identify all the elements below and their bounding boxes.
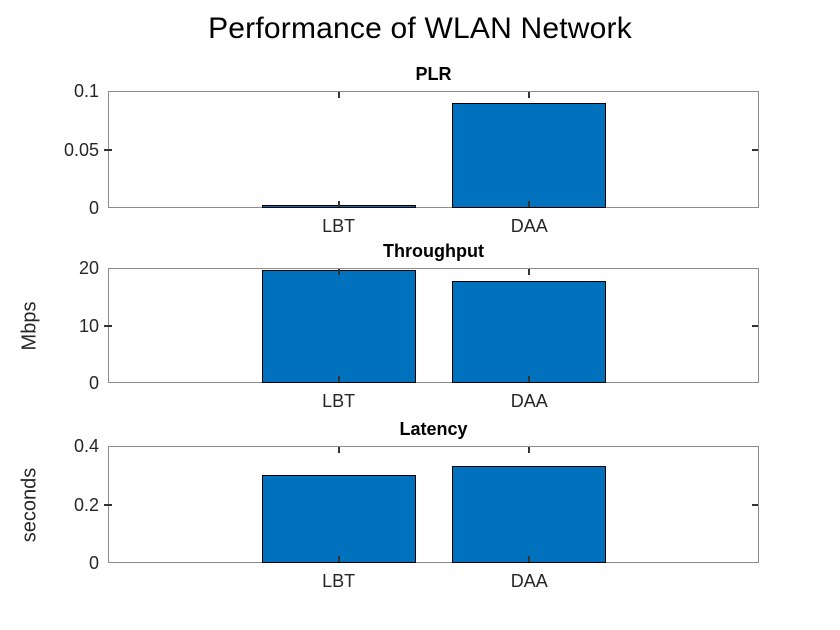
bar-lbt xyxy=(261,269,416,383)
x-tick-mark xyxy=(528,376,531,382)
plot-box-latency xyxy=(108,446,759,563)
x-tick-mark xyxy=(337,556,340,562)
y-tick-label: 0.2 xyxy=(73,494,99,515)
x-tick-mark xyxy=(528,447,531,453)
x-tick-mark xyxy=(337,376,340,382)
x-tick-mark xyxy=(337,269,340,275)
x-tick-label-daa: DAA xyxy=(510,571,548,591)
y-tick-mark xyxy=(752,324,758,327)
y-tick-label: 0 xyxy=(88,553,99,573)
bar-daa xyxy=(452,280,607,383)
x-tick-label-lbt: LBT xyxy=(322,571,356,591)
x-tick-label-lbt: LBT xyxy=(322,216,356,236)
bar-daa xyxy=(452,102,607,208)
y-tick-label: 10 xyxy=(78,315,99,336)
x-tick-label-daa: DAA xyxy=(510,216,548,236)
bar-daa xyxy=(452,466,607,563)
figure-title: Performance of WLAN Network xyxy=(208,12,632,45)
y-axis-label-latency: seconds xyxy=(18,467,41,542)
x-tick-mark xyxy=(337,201,340,207)
subplot-title-latency: Latency xyxy=(399,419,468,439)
y-tick-label: 0 xyxy=(88,373,99,393)
x-tick-mark xyxy=(337,447,340,453)
plot-box-plr xyxy=(108,91,759,208)
plot-box-throughput xyxy=(108,268,759,383)
y-tick-mark xyxy=(104,324,112,327)
y-tick-label: 0.05 xyxy=(63,139,99,160)
x-tick-mark xyxy=(528,201,531,207)
y-tick-label: 20 xyxy=(78,258,99,278)
y-axis-label-throughput: Mbps xyxy=(18,301,41,350)
subplot-title-throughput: Throughput xyxy=(383,241,484,261)
y-tick-mark xyxy=(104,503,112,506)
y-tick-label: 0 xyxy=(88,198,99,218)
x-tick-mark xyxy=(528,92,531,98)
y-tick-label: 0.1 xyxy=(73,81,99,101)
y-tick-mark xyxy=(752,503,758,506)
y-tick-mark xyxy=(752,148,758,151)
x-tick-label-daa: DAA xyxy=(510,391,548,411)
x-tick-mark xyxy=(528,269,531,275)
y-tick-mark xyxy=(104,148,112,151)
bar-lbt xyxy=(261,475,416,563)
y-tick-label: 0.4 xyxy=(73,436,99,456)
x-tick-mark xyxy=(337,92,340,98)
x-tick-mark xyxy=(528,556,531,562)
x-tick-label-lbt: LBT xyxy=(322,391,356,411)
subplot-title-plr: PLR xyxy=(415,64,452,84)
